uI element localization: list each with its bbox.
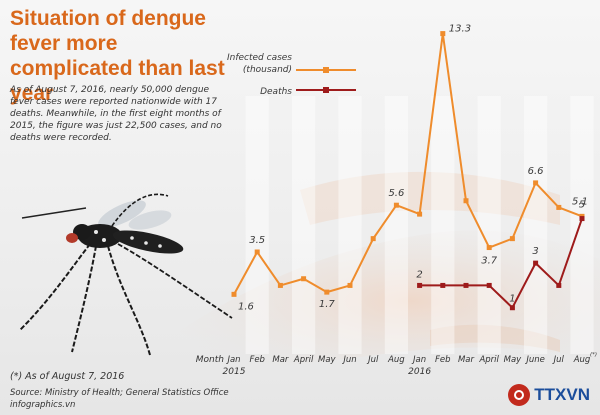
ttxvn-logo: TTXVN <box>508 382 590 408</box>
data-point <box>463 198 469 204</box>
legend-marker <box>323 67 329 73</box>
x-tick-label: Jan <box>225 355 240 365</box>
x-tick-label: Jan <box>411 355 426 365</box>
data-label: 2 <box>416 269 422 280</box>
data-point <box>254 249 260 255</box>
data-point <box>440 282 446 288</box>
data-label: 1.7 <box>319 299 336 310</box>
data-point <box>533 260 539 266</box>
data-point <box>533 180 539 186</box>
grid-stripe <box>338 96 362 354</box>
data-point <box>417 211 423 217</box>
grid-stripe <box>292 96 316 354</box>
x-tick-label: Mar <box>458 355 475 365</box>
page-title: Situation of dengue fever more complicat… <box>10 7 225 105</box>
grid-stripe <box>245 96 269 354</box>
logo-text: TTXVN <box>534 385 590 404</box>
x-tick-label: April <box>478 355 499 365</box>
x-tick-label: June <box>524 355 545 365</box>
grid-stripe <box>477 96 501 354</box>
data-point <box>509 236 515 242</box>
year-label: 2015 <box>223 367 246 377</box>
data-point <box>509 305 515 311</box>
x-tick-label: Feb <box>249 355 265 365</box>
data-point <box>370 236 376 242</box>
grid-stripe <box>524 96 548 354</box>
data-point <box>463 282 469 288</box>
footnote: (*) As of August 7, 2016 <box>10 371 125 382</box>
x-tick-label: Jun <box>341 355 356 365</box>
data-point <box>277 282 283 288</box>
x-tick-label: Feb <box>435 355 451 365</box>
x-axis: Month Jan Feb Mar April May Jun Jul Aug Jan Feb Mar… <box>196 352 597 377</box>
data-point <box>579 216 585 222</box>
data-point <box>417 282 423 288</box>
intro-text: As of August 7, 2016, nearly 50,000 deng… <box>10 85 222 143</box>
series-line-1 <box>419 218 583 309</box>
data-label: 6.6 <box>528 166 544 177</box>
data-label: 1 <box>509 294 515 305</box>
grid-stripes <box>245 96 594 354</box>
grid-stripe <box>570 96 594 354</box>
legend: Infected cases (thousand) Deaths <box>227 53 356 97</box>
data-point <box>486 282 492 288</box>
x-tick-label: Jul <box>552 355 565 365</box>
data-point <box>347 282 353 288</box>
x-axis-title: Month <box>196 355 225 365</box>
data-label: 3.7 <box>481 256 498 267</box>
data-label: 5.1 <box>572 196 588 207</box>
mosquito-illustration <box>19 193 233 356</box>
x-tick-label: Aug <box>573 355 591 365</box>
hand-background-illustration <box>180 171 600 372</box>
data-label: 3.5 <box>249 235 265 246</box>
x-tick-label: May <box>318 355 337 365</box>
grid-stripe <box>431 96 455 354</box>
data-point <box>231 291 237 297</box>
x-tick-footnote-mark: (*) <box>590 352 597 358</box>
legend-marker <box>323 87 329 93</box>
data-label: 13.3 <box>449 24 471 35</box>
data-label: 5 <box>579 200 585 211</box>
x-tick-label: April <box>293 355 314 365</box>
source-text: Source: Ministry of Health; General Stat… <box>10 388 229 398</box>
data-point <box>324 289 330 295</box>
legend-label: Infected cases (thousand) <box>227 53 292 75</box>
data-label: 1.6 <box>238 301 254 312</box>
x-tick-label: Mar <box>272 355 289 365</box>
x-tick-label: May <box>504 355 523 365</box>
data-point <box>393 202 399 208</box>
source-bar: Source: Ministry of Health; General Stat… <box>0 384 500 415</box>
year-label: 2016 <box>408 367 431 377</box>
credit-text: infographics.vn <box>10 400 76 410</box>
data-point <box>486 245 492 251</box>
data-point <box>440 31 446 37</box>
series-lines: 1.6 3.5 1.7 5.6 13.3 3.7 6.6 5.1 2 1 3 5 <box>231 24 588 312</box>
x-tick-label: Jul <box>366 355 379 365</box>
data-label: 3 <box>532 246 538 257</box>
series-line-0 <box>233 32 583 295</box>
data-label: 5.6 <box>388 188 404 199</box>
legend-label: Deaths <box>260 87 292 97</box>
x-tick-label: Aug <box>387 355 405 365</box>
data-point <box>301 276 307 282</box>
data-point <box>556 204 562 210</box>
logo-mark-icon <box>508 384 531 406</box>
grid-stripe <box>384 96 408 354</box>
data-point <box>556 282 562 288</box>
